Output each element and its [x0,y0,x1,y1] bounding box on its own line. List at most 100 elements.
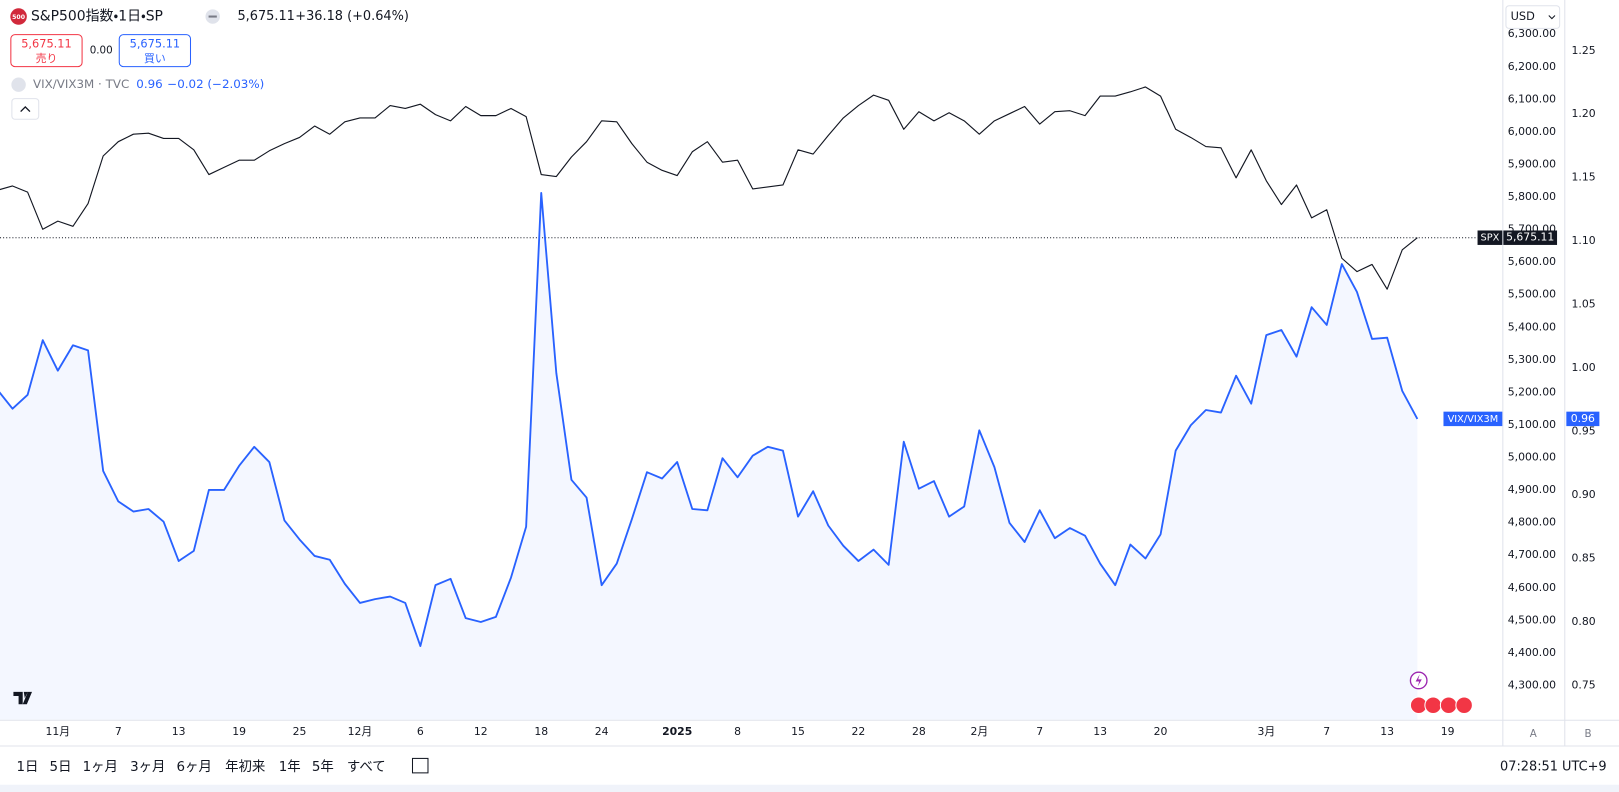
x-tick-label: 13 [172,725,186,738]
y2-tick-label: 1.25 [1572,44,1596,57]
y2-tick-label: 1.20 [1572,107,1596,120]
symbol-title[interactable]: S&P500指数・1日・SP [31,9,163,25]
sell-label[interactable]: 売り [36,52,58,65]
legend-symbol[interactable]: VIX/VIX3M · TVC [33,77,129,91]
x-tick-label: 2月 [970,725,988,738]
series-line [0,86,1418,290]
buy-label[interactable]: 買い [144,52,166,65]
legend-icon [11,77,26,92]
price-tag [1503,230,1558,245]
currency-select[interactable] [1505,5,1561,29]
x-tick-label: 7 [1323,725,1330,738]
x-tick-label: 22 [852,725,866,738]
y-tick-label: 4,600.00 [1508,581,1556,594]
x-tick-label: 8 [734,725,741,738]
scale-button[interactable]: A [1530,728,1537,740]
clock: 07:28:51 UTC+9 [1500,760,1607,775]
range-button[interactable]: 6ヶ月 [177,760,212,775]
y-tick-label: 5,000.00 [1508,451,1556,464]
y2-tick-label: 0.95 [1572,425,1596,438]
legend-change: −0.02 (−2.03%) [167,77,264,91]
plot-area [0,86,1503,720]
x-tick-label: 2025 [662,725,692,738]
range-button[interactable]: 1日 [17,760,39,775]
y2-tick-label: 1.15 [1572,171,1596,184]
y-tick-label: 6,100.00 [1508,92,1556,105]
currency-caret [1548,15,1556,20]
price-tag [1566,411,1600,427]
y2-tick-label: 1.00 [1572,361,1596,374]
y-tick-label: 4,400.00 [1508,646,1556,659]
series-line [0,192,1419,648]
date-range-icon[interactable] [411,757,429,774]
x-tick-label: 12月 [348,725,373,738]
x-tick-label: 25 [293,725,307,738]
x-tick-label: 13 [1380,725,1394,738]
range-button[interactable]: 1年 [279,759,301,775]
x-tick-label: 19 [1441,725,1455,738]
buy-button[interactable] [118,34,192,68]
x-tick-label: 28 [912,725,926,738]
range-button[interactable]: 3ヶ月 [130,760,165,775]
series-name-tag-label: SPX [1481,233,1500,244]
x-tick-label: 20 [1154,725,1168,738]
series-name-tag-label: VIX/VIX3M [1448,414,1499,425]
series-name-tag [1443,411,1503,427]
y-tick-label: 5,100.00 [1508,418,1556,431]
price-axis: 4,300.00 4,400.00 4,500.00 4,600.00 4,700.00… [1508,27,1596,692]
symbol-logo-text: 500 [12,14,26,21]
bottom-strip [0,784,1619,792]
flag-icons[interactable] [1409,696,1473,715]
y2-tick-label: 0.90 [1572,488,1596,501]
axes: 4,300.00 4,400.00 4,500.00 4,600.00 4,700.00… [46,27,1596,738]
y-tick-label: 4,800.00 [1508,516,1556,529]
y2-tick-label: 1.05 [1572,298,1596,311]
scale-button[interactable]: B [1584,728,1591,740]
range-button[interactable]: すべて [347,759,386,775]
status-dot-mark [208,15,217,18]
y-tick-label: 6,000.00 [1508,125,1556,138]
y2-tick-label: 0.80 [1572,615,1596,628]
x-tick-label: 13 [1093,725,1107,738]
x-tick-label: 18 [534,725,548,738]
x-tick-label: 7 [115,725,122,738]
price-tag-label: 0.96 [1571,412,1595,425]
range-button[interactable]: 5年 [312,759,334,775]
header-price: 5,675.11 [237,9,294,24]
range-button[interactable]: 年初来 [225,759,265,775]
y-tick-label: 6,300.00 [1508,27,1556,40]
y2-tick-label: 0.85 [1572,552,1596,565]
price-tag-label: 5,675.11 [1506,231,1554,244]
legend-value: 0.96 [136,77,162,91]
y-tick-label: 5,800.00 [1508,190,1556,203]
x-tick-label: 12 [474,725,488,738]
series-area [0,192,1418,720]
collapse-icon [20,105,31,113]
y-tick-label: 5,500.00 [1508,288,1556,301]
range-button[interactable]: 5日 [50,760,72,775]
x-tick-label: 15 [791,725,805,738]
y-tick-label: 5,400.00 [1508,320,1556,333]
y-tick-label: 5,600.00 [1508,255,1556,268]
x-tick-label: 3月 [1257,725,1275,738]
x-tick-label: 6 [417,725,424,738]
header-change: +36.18 (+0.64%) [295,9,409,24]
sell-button[interactable] [10,34,83,68]
currency-label[interactable]: USD [1511,9,1536,23]
y-tick-label: 5,200.00 [1508,385,1556,398]
event-icon-bolt [1415,674,1422,687]
symbol-logo [10,8,27,25]
y-tick-label: 4,700.00 [1508,548,1556,561]
y-tick-label: 4,500.00 [1508,613,1556,626]
x-tick-label: 19 [232,725,246,738]
y-tick-label: 4,900.00 [1508,483,1556,496]
buy-price[interactable]: 5,675.11 [130,36,181,50]
range-button[interactable]: 1ヶ月 [83,760,118,775]
collapse-button[interactable] [11,98,40,120]
sell-price[interactable]: 5,675.11 [21,36,72,50]
x-tick-label: 24 [595,725,609,738]
series-name-tag [1477,230,1503,245]
